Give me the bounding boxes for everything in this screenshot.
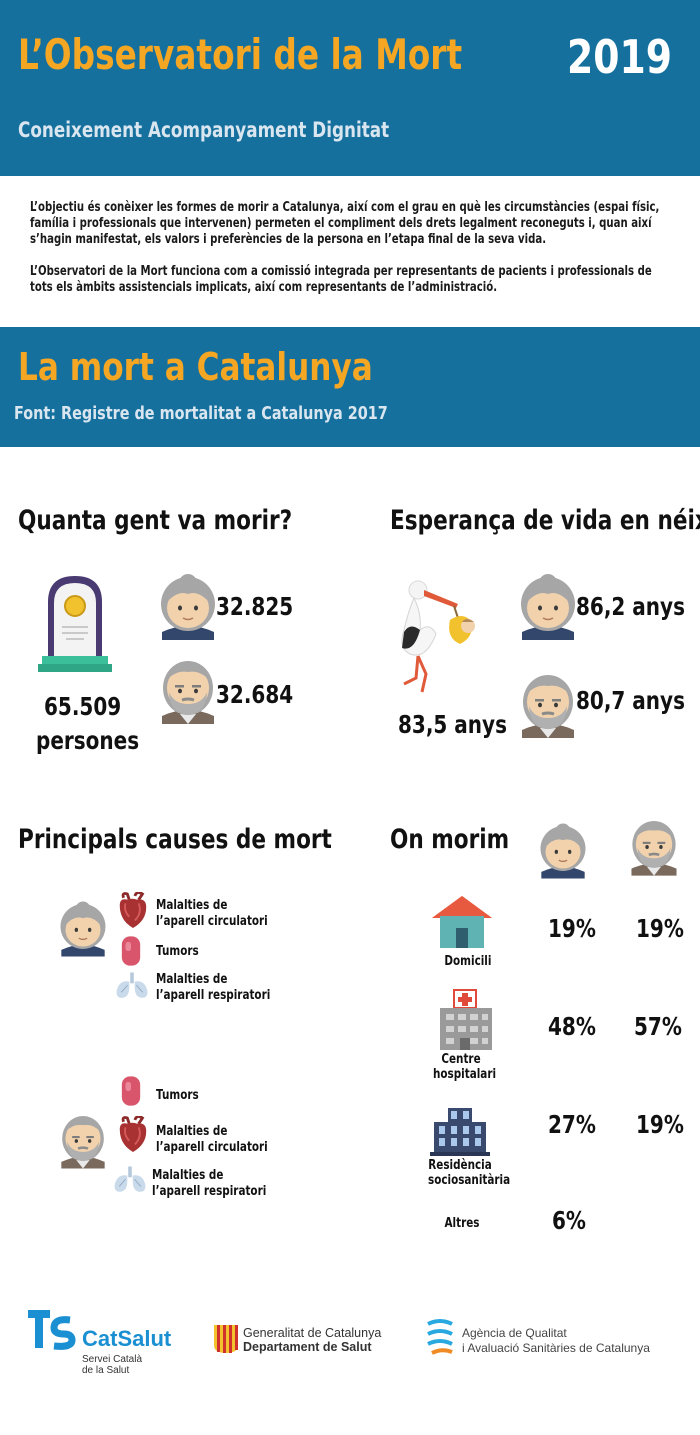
woman-avatar (539, 822, 587, 880)
men-life-expectancy: 80,7 anys (576, 686, 685, 715)
man-avatar (160, 659, 216, 724)
intro-text: L’objectiu és conèixer les formes de mor… (30, 200, 670, 312)
nursing-home-icon (430, 1108, 490, 1156)
year-label: 2019 (567, 30, 672, 84)
section-banner: La mort a Catalunya Font: Registre de mo… (0, 327, 700, 447)
women-cause-2: Tumors (156, 944, 199, 959)
nursing-home-women-pct: 27% (548, 1110, 596, 1139)
header-banner: L’Observatori de la Mort 2019 Coneixemen… (0, 0, 700, 176)
total-life-expectancy: 83,5 anys (398, 710, 507, 739)
intro-paragraph-1: L’objectiu és conèixer les formes de mor… (30, 200, 660, 247)
page-title: L’Observatori de la Mort (18, 30, 463, 79)
place-label-other: Altres (444, 1216, 480, 1231)
place-label-home: Domicili (444, 954, 492, 969)
heart-icon (118, 1116, 148, 1154)
section-title: La mort a Catalunya (18, 345, 373, 389)
generalitat-logo-icon (214, 1325, 238, 1353)
place-label-nursing-home: Residència sociosanitària (428, 1158, 511, 1188)
women-life-expectancy: 86,2 anys (576, 592, 685, 621)
where-title: On morim (390, 824, 510, 855)
lungs-icon (116, 972, 148, 999)
woman-avatar (160, 574, 216, 640)
woman-avatar (59, 900, 107, 958)
catsalut-name: CatSalut (82, 1326, 172, 1351)
tumor-icon (121, 936, 141, 966)
man-avatar (520, 673, 576, 738)
tombstone-icon (38, 576, 112, 672)
intro-paragraph-2: L’Observatori de la Mort funciona com a … (30, 264, 652, 295)
catsalut-sub-1: Servei Català (82, 1354, 143, 1365)
catsalut-logo-icon (28, 1310, 76, 1350)
men-cause-2: Malalties de l’aparell circulatori (156, 1124, 268, 1155)
house-icon (432, 896, 492, 948)
tumor-icon (121, 1076, 141, 1106)
place-label-hospital: Centre hospitalari (433, 1052, 497, 1082)
home-men-pct: 19% (636, 914, 684, 943)
man-avatar (59, 1114, 107, 1170)
women-cause-1: Malalties de l’aparell circulatori (156, 898, 268, 929)
man-avatar (629, 819, 679, 878)
aquas-line-1: Agència de Qualitat (462, 1326, 567, 1340)
woman-avatar (520, 574, 576, 640)
men-cause-3: Malalties de l’aparell respiratori (152, 1168, 267, 1199)
heart-icon (118, 892, 148, 930)
generalitat-line-1: Generalitat de Catalunya (243, 1326, 382, 1340)
men-cause-1: Tumors (156, 1088, 199, 1103)
life-expectancy-title: Esperança de vida en néixer (390, 505, 700, 536)
aquas-line-2: i Avaluació Sanitàries de Catalunya (462, 1341, 650, 1355)
hospital-men-pct: 57% (634, 1012, 682, 1041)
page-subtitle: Coneixement Acompanyament Dignitat (18, 118, 390, 142)
generalitat-line-2: Departament de Salut (243, 1340, 372, 1354)
women-cause-3: Malalties de l’aparell respiratori (156, 972, 271, 1003)
total-deaths-number: 65.509 (44, 692, 122, 721)
deaths-title: Quanta gent va morir? (18, 505, 293, 536)
men-deaths-number: 32.684 (216, 680, 294, 709)
lungs-icon (114, 1166, 146, 1193)
data-source: Font: Registre de mortalitat a Catalunya… (14, 403, 388, 424)
hospital-icon (440, 989, 492, 1050)
total-deaths-unit: persones (36, 726, 140, 755)
home-women-pct: 19% (548, 914, 596, 943)
catsalut-sub-2: de la Salut (82, 1365, 130, 1376)
other-total-pct: 6% (552, 1206, 586, 1235)
stork-icon (401, 580, 475, 693)
nursing-home-men-pct: 19% (636, 1110, 684, 1139)
aquas-logo-icon (427, 1319, 453, 1355)
hospital-women-pct: 48% (548, 1012, 596, 1041)
causes-title: Principals causes de mort (18, 824, 332, 855)
women-deaths-number: 32.825 (216, 592, 294, 621)
